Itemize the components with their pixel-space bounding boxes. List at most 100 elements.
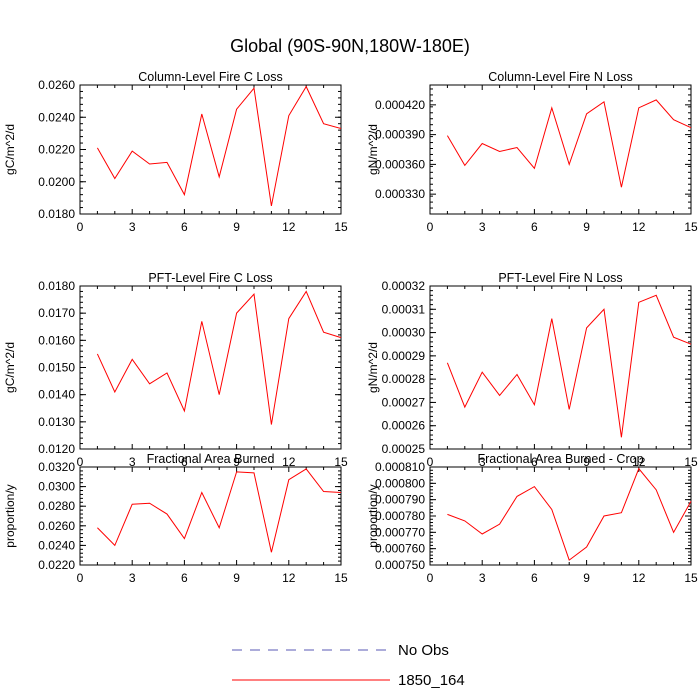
x-tick-label: 15 <box>684 571 698 585</box>
x-tick-label: 0 <box>427 220 434 234</box>
plot-frame <box>429 84 692 215</box>
x-tick-label: 12 <box>632 571 646 585</box>
series-line-1 <box>447 467 692 561</box>
y-tick-label: 0.0170 <box>38 306 75 320</box>
y-tick-label: 0.000420 <box>375 98 425 112</box>
panel-title: Fractional Area Burned <box>147 452 275 466</box>
x-tick-label: 0 <box>427 455 434 469</box>
y-tick-label: 0.00026 <box>382 419 426 433</box>
y-tick-label: 0.0180 <box>38 279 75 293</box>
x-tick-label: 12 <box>632 455 646 469</box>
y-axis-label: gN/m^2/d <box>366 342 380 393</box>
y-tick-label: 0.0240 <box>38 110 75 124</box>
x-tick-label: 15 <box>334 220 348 234</box>
x-tick-label: 0 <box>427 571 434 585</box>
x-tick-label: 3 <box>479 455 486 469</box>
plot-frame <box>79 466 342 566</box>
panel-title: Column-Level Fire C Loss <box>138 70 283 84</box>
chart-panels: Column-Level Fire C Loss 0 3 6 9 12 15 0.0180 0.… <box>3 70 698 585</box>
y-tick-label: 0.000800 <box>375 476 425 490</box>
y-tick-label: 0.0200 <box>38 175 75 189</box>
series-line-1 <box>96 85 342 207</box>
y-tick-label: 0.0320 <box>38 460 75 474</box>
x-tick-label: 12 <box>282 571 296 585</box>
chart-panel-1: Column-Level Fire C Loss 0 3 6 9 12 15 0.0180 0.… <box>3 70 348 234</box>
x-tick-label: 6 <box>181 455 188 469</box>
y-tick-label: 0.00028 <box>382 372 426 386</box>
chart-panel-2: Column-Level Fire N Loss 0 3 6 9 12 15 0.000330… <box>366 70 698 234</box>
y-tick-label: 0.0300 <box>38 480 75 494</box>
y-tick-label: 0.0260 <box>38 78 75 92</box>
x-tick-label: 0 <box>77 455 84 469</box>
y-tick-label: 0.0150 <box>38 361 75 375</box>
y-tick-label: 0.0280 <box>38 499 75 513</box>
x-tick-label: 9 <box>233 571 240 585</box>
y-axis-label: gN/m^2/d <box>366 124 380 175</box>
panel-title: Column-Level Fire N Loss <box>488 70 633 84</box>
y-tick-label: 0.00032 <box>382 279 426 293</box>
x-tick-label: 6 <box>531 220 538 234</box>
y-tick-label: 0.0140 <box>38 388 75 402</box>
x-tick-label: 12 <box>632 220 646 234</box>
y-tick-label: 0.0220 <box>38 143 75 157</box>
panel-title: Fractional Area Burned - Crop <box>477 452 643 466</box>
legend-label-no-obs: No Obs <box>398 642 449 659</box>
x-tick-label: 3 <box>129 571 136 585</box>
y-tick-label: 0.000790 <box>375 493 425 507</box>
y-tick-label: 0.00029 <box>382 349 426 363</box>
y-axis-label: proportion/y <box>3 484 17 547</box>
chart-panel-6: Fractional Area Burned - Crop 0 3 6 9 12 15 0.0… <box>366 452 698 585</box>
x-tick-label: 6 <box>181 571 188 585</box>
panel-title: PFT-Level Fire C Loss <box>148 271 272 285</box>
chart-panel-3: PFT-Level Fire C Loss 0 3 6 9 12 15 0.0120 0.013… <box>3 271 348 469</box>
series-line-1 <box>96 290 342 425</box>
x-tick-label: 15 <box>334 571 348 585</box>
y-tick-label: 0.00030 <box>382 326 426 340</box>
y-tick-label: 0.000750 <box>375 558 425 572</box>
y-tick-label: 0.0220 <box>38 558 75 572</box>
y-tick-label: 0.0160 <box>38 333 75 347</box>
x-tick-label: 6 <box>531 571 538 585</box>
x-tick-label: 3 <box>479 571 486 585</box>
figure-title: Global (90S-90N,180W-180E) <box>230 36 470 56</box>
chart-panel-5: Fractional Area Burned 0 3 6 9 12 15 0.0220 0.02… <box>3 452 348 585</box>
y-tick-label: 0.0260 <box>38 519 75 533</box>
y-tick-label: 0.000810 <box>375 460 425 474</box>
chart-panel-4: PFT-Level Fire N Loss 0 3 6 9 12 15 0.00025 0.00… <box>366 271 698 469</box>
x-tick-label: 15 <box>684 455 698 469</box>
panel-title: PFT-Level Fire N Loss <box>498 271 622 285</box>
x-tick-label: 3 <box>129 455 136 469</box>
x-tick-label: 0 <box>77 220 84 234</box>
series-line-1 <box>446 294 692 438</box>
x-tick-label: 6 <box>531 455 538 469</box>
plot-frame <box>79 84 342 215</box>
y-tick-label: 0.000360 <box>375 157 425 171</box>
y-tick-label: 0.000760 <box>375 542 425 556</box>
x-tick-label: 9 <box>583 455 590 469</box>
plot-frame <box>429 466 692 566</box>
x-tick-label: 9 <box>233 220 240 234</box>
y-tick-label: 0.000770 <box>375 525 425 539</box>
y-axis-label: gC/m^2/d <box>3 124 17 175</box>
x-tick-label: 3 <box>129 220 136 234</box>
plot-frame <box>79 285 342 450</box>
x-tick-label: 6 <box>181 220 188 234</box>
x-tick-label: 15 <box>334 455 348 469</box>
x-tick-label: 9 <box>233 455 240 469</box>
y-tick-label: 0.0240 <box>38 538 75 552</box>
x-tick-label: 9 <box>583 571 590 585</box>
y-tick-label: 0.0120 <box>38 442 75 456</box>
plot-frame <box>429 285 692 450</box>
series-line-1 <box>97 468 342 553</box>
legend-label-1850-164: 1850_164 <box>398 672 465 689</box>
y-axis-label: gC/m^2/d <box>3 342 17 393</box>
y-axis-label: proportion/y <box>366 484 380 547</box>
x-tick-label: 12 <box>282 455 296 469</box>
y-tick-label: 0.0130 <box>38 415 75 429</box>
y-tick-label: 0.000780 <box>375 509 425 523</box>
legend: No Obs 1850_164 <box>232 642 465 689</box>
x-tick-label: 15 <box>684 220 698 234</box>
x-tick-label: 0 <box>77 571 84 585</box>
x-tick-label: 9 <box>583 220 590 234</box>
